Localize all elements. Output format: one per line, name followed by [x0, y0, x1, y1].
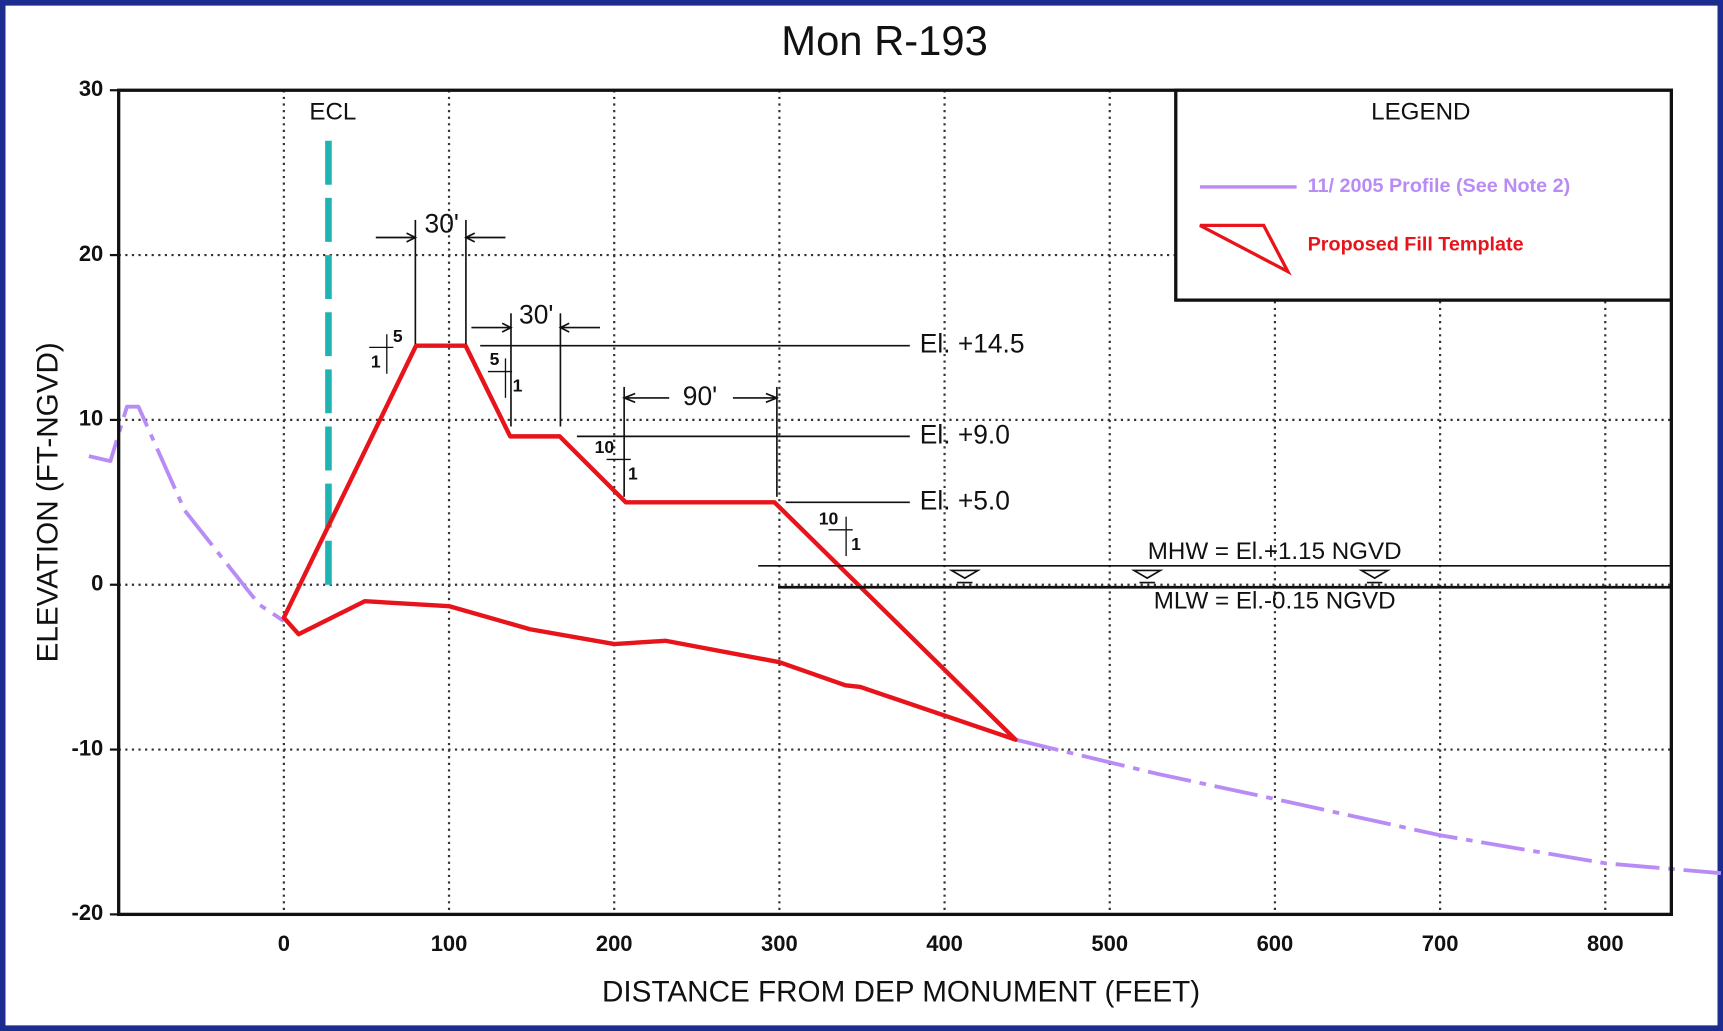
series-line: [281, 343, 1018, 742]
slope-mark: [369, 334, 394, 374]
y-tick-label: 20: [79, 241, 103, 266]
slope-run: 5: [393, 326, 403, 346]
legend-title: LEGEND: [1371, 99, 1470, 126]
y-tick-label: -10: [72, 735, 104, 760]
legend-swatch: [1199, 223, 1292, 276]
plot-frame: [117, 88, 1674, 917]
slope-rise: 1: [371, 351, 381, 371]
x-tick-label: 200: [596, 931, 633, 956]
slope-mark: [606, 446, 631, 486]
water-level-label: MHW = El.+1.15 NGVD: [1148, 538, 1402, 565]
y-tick-label: -20: [72, 900, 104, 925]
marks: [88, 139, 1722, 876]
dimension-label: 30': [519, 300, 553, 330]
elevation-label: El. +9.0: [920, 419, 1010, 449]
y-tick-label: 0: [91, 571, 103, 596]
x-tick-label: 500: [1091, 931, 1128, 956]
x-tick-label: 400: [926, 931, 963, 956]
slope-rise: 1: [513, 376, 523, 396]
water-symbol: [1130, 569, 1164, 584]
dimension-label: 30': [425, 208, 459, 238]
slope-mark: [487, 358, 513, 398]
x-tick-label: 700: [1422, 931, 1459, 956]
y-tick-label: 10: [79, 406, 103, 431]
slope-rise: 1: [851, 534, 861, 554]
legend-box: [1174, 88, 1674, 302]
x-tick-label: 800: [1587, 931, 1624, 956]
x-tick-label: 0: [278, 931, 290, 956]
water-symbol: [948, 569, 982, 584]
series-line: [88, 404, 1722, 876]
x-tick-label: 300: [761, 931, 798, 956]
y-axis-label: ELEVATION (FT-NGVD): [31, 342, 64, 662]
dimension-arrow: [471, 322, 600, 333]
slope-mark: [828, 516, 853, 557]
slope-run: 10: [595, 437, 615, 457]
slope-run: 5: [490, 349, 500, 369]
x-tick-label: 600: [1257, 931, 1294, 956]
legend-label: Proposed Fill Template: [1308, 233, 1524, 255]
water-level-label: MLW = El.-0.15 NGVD: [1154, 588, 1396, 615]
dimension-arrow: [621, 392, 780, 404]
slope-rise: 1: [628, 463, 638, 483]
legend-label: 11/ 2005 Profile (See Note 2): [1308, 175, 1571, 197]
elevation-label: El. +14.5: [920, 329, 1025, 359]
elevation-label: El. +5.0: [920, 485, 1010, 515]
chart-title: Mon R-193: [781, 17, 988, 64]
slope-run: 10: [819, 509, 839, 529]
dimension-arrow: [375, 232, 506, 243]
ecl-label: ECL: [309, 99, 356, 126]
annotations: ECL 11/ 2005 Profile (See Note 2) Proposed…: [309, 99, 1672, 615]
water-symbol: [1358, 569, 1391, 584]
dimension-label: 90': [683, 381, 717, 411]
y-tick-label: 30: [79, 76, 103, 101]
x-axis-label: DISTANCE FROM DEP MONUMENT (FEET): [602, 975, 1200, 1008]
x-tick-label: 100: [431, 931, 468, 956]
